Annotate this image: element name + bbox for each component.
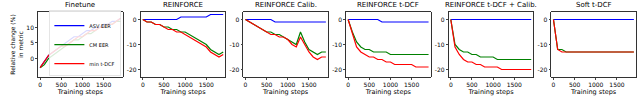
svg-text:0: 0 xyxy=(346,81,350,88)
svg-text:Training steps: Training steps xyxy=(57,88,104,96)
svg-text:Training steps: Training steps xyxy=(159,88,206,96)
svg-text:Soft t-DCF: Soft t-DCF xyxy=(576,1,612,9)
svg-text:REINFORCE t-DCF + Calib.: REINFORCE t-DCF + Calib. xyxy=(445,1,537,9)
svg-text:1000: 1000 xyxy=(280,81,295,88)
svg-text:500: 500 xyxy=(364,81,376,88)
svg-text:-10: -10 xyxy=(435,41,445,48)
svg-text:0: 0 xyxy=(236,16,240,23)
svg-text:ASV EER: ASV EER xyxy=(89,23,111,29)
svg-text:1500: 1500 xyxy=(96,81,111,88)
svg-text:0: 0 xyxy=(30,55,34,62)
svg-text:0: 0 xyxy=(38,81,42,88)
svg-text:0: 0 xyxy=(441,16,445,23)
svg-text:1500: 1500 xyxy=(199,81,214,88)
svg-text:1000: 1000 xyxy=(177,81,192,88)
svg-text:-20: -20 xyxy=(127,66,137,73)
svg-text:1000: 1000 xyxy=(485,81,500,88)
svg-text:-10: -10 xyxy=(127,41,137,48)
svg-text:REINFORCE t-DCF: REINFORCE t-DCF xyxy=(357,1,419,9)
svg-text:0: 0 xyxy=(244,81,248,88)
svg-text:1000: 1000 xyxy=(383,81,398,88)
svg-text:Relative change (%)in metric: Relative change (%)in metric xyxy=(9,14,24,74)
svg-text:1500: 1500 xyxy=(507,81,522,88)
svg-text:10: 10 xyxy=(26,24,34,31)
svg-text:-20: -20 xyxy=(435,66,445,73)
svg-text:REINFORCE: REINFORCE xyxy=(163,1,203,9)
svg-text:0: 0 xyxy=(141,81,145,88)
svg-text:REINFORCE Calib.: REINFORCE Calib. xyxy=(255,1,317,9)
svg-text:Training steps: Training steps xyxy=(365,88,412,96)
svg-text:-10: -10 xyxy=(538,41,548,48)
svg-text:0: 0 xyxy=(133,16,137,23)
svg-text:min t-DCF: min t-DCF xyxy=(89,61,114,67)
svg-text:-20: -20 xyxy=(332,66,342,73)
svg-text:Training steps: Training steps xyxy=(467,88,514,96)
svg-text:1000: 1000 xyxy=(75,81,90,88)
svg-text:1500: 1500 xyxy=(609,81,624,88)
svg-text:Finetune: Finetune xyxy=(65,1,95,9)
svg-text:5: 5 xyxy=(30,39,34,46)
svg-text:Training steps: Training steps xyxy=(570,88,617,96)
svg-text:-10: -10 xyxy=(230,41,240,48)
svg-text:500: 500 xyxy=(569,81,581,88)
svg-text:0: 0 xyxy=(338,16,342,23)
svg-text:500: 500 xyxy=(56,81,68,88)
svg-text:-20: -20 xyxy=(538,66,548,73)
svg-text:-10: -10 xyxy=(332,41,342,48)
svg-text:500: 500 xyxy=(261,81,273,88)
svg-text:500: 500 xyxy=(158,81,170,88)
svg-text:CM EER: CM EER xyxy=(89,42,109,48)
svg-text:1500: 1500 xyxy=(404,81,419,88)
svg-text:500: 500 xyxy=(466,81,478,88)
svg-text:1500: 1500 xyxy=(301,81,316,88)
svg-text:0: 0 xyxy=(449,81,453,88)
svg-text:1000: 1000 xyxy=(588,81,603,88)
svg-text:-20: -20 xyxy=(230,66,240,73)
svg-text:0: 0 xyxy=(544,16,548,23)
svg-text:0: 0 xyxy=(552,81,556,88)
svg-text:Training steps: Training steps xyxy=(262,88,309,96)
